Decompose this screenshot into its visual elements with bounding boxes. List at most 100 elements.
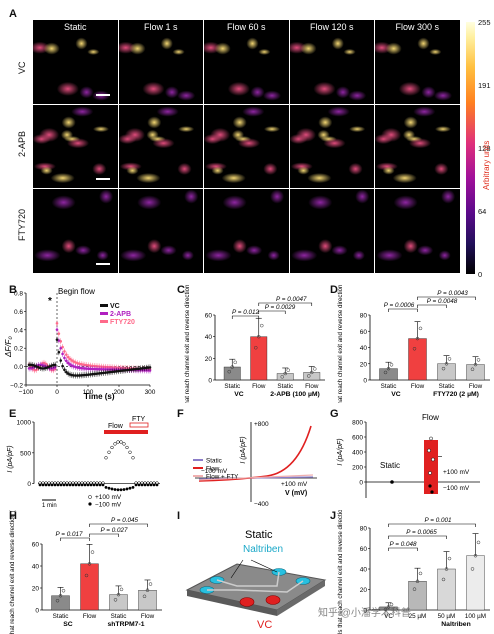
p-value-label: P = 0.048 <box>390 541 417 548</box>
data-point-negative <box>98 483 102 487</box>
legend-label: Static <box>206 458 222 465</box>
bar <box>303 372 321 381</box>
bar-label: Static <box>277 383 293 390</box>
data-point-negative <box>430 490 434 494</box>
data-point-negative <box>125 487 129 491</box>
x-tick-label: 200 <box>114 389 125 396</box>
panel-b-timecourse-chart: 0.8 0.6 0.4 0.2 0.0 −0.2−100 0 100 200 300 VC2-AP… <box>4 287 156 401</box>
colorbar-tick: 191 <box>478 81 491 90</box>
data-point-negative <box>137 483 141 487</box>
panel-j-bar-chart: 0 20 40 60 80 Cells that reach channel exit a… <box>337 510 490 634</box>
data-point <box>283 371 287 376</box>
data-point <box>84 573 89 578</box>
micrograph-tile <box>375 189 460 273</box>
data-point-negative <box>80 483 84 487</box>
legend-label: −100 mV <box>443 485 470 492</box>
panel-h-bar-chart: 0 20 40 60 Cells that reach channel exit and… <box>9 510 162 634</box>
data-point-negative <box>95 483 99 487</box>
bar-label: Flow <box>83 613 97 620</box>
data-point <box>40 367 44 370</box>
legend-label: VC <box>110 303 120 310</box>
bar-label: Flow <box>252 383 266 390</box>
data-point-negative <box>44 483 48 487</box>
data-point <box>61 364 64 368</box>
row-label-1: 2-APB <box>17 131 27 158</box>
data-point <box>386 605 391 609</box>
data-point <box>230 365 234 369</box>
data-point <box>286 368 290 372</box>
data-point-negative <box>68 483 72 487</box>
panel-g-label: G <box>330 408 339 420</box>
legend-marker-negative <box>88 502 92 506</box>
watermark: 知乎 @小潘学术科普 <box>318 608 411 619</box>
legend-label: Flow + FTY <box>206 474 239 481</box>
flow-label: Flow <box>422 413 439 422</box>
y-tick-label: 0.2 <box>14 346 23 353</box>
legend-swatch <box>100 320 108 323</box>
bar <box>138 589 157 611</box>
y-tick-label: 60 <box>360 329 368 336</box>
y-tick-label: 60 <box>32 542 40 549</box>
column-title-0: Static <box>63 22 87 32</box>
micrograph-tile <box>33 104 118 188</box>
data-point <box>444 362 449 366</box>
significance-bracket <box>388 308 418 312</box>
data-point <box>383 607 388 612</box>
data-point-negative <box>62 483 66 487</box>
data-point <box>104 368 107 371</box>
significance-bracket <box>231 315 260 319</box>
bar <box>408 581 427 611</box>
bar-label: 50 µM <box>438 613 456 620</box>
panel-e-current-trace: 1000 500 0 I (pA/pF) Flow FTY 1 min +100 mV−100… <box>7 416 160 508</box>
colorbar-tick: 0 <box>478 270 483 279</box>
x-tick-label: −100 <box>19 389 34 396</box>
vc-label: VC <box>257 619 272 631</box>
y-tick-label: 60 <box>205 313 213 320</box>
data-point <box>310 370 314 375</box>
data-point-negative <box>119 488 123 492</box>
y-tick-label: 0 <box>208 378 212 385</box>
bar <box>437 568 456 611</box>
data-point <box>35 368 38 372</box>
data-point-negative <box>53 483 57 487</box>
panel-f-label: F <box>177 408 184 420</box>
data-point <box>59 346 63 350</box>
micrograph-tile <box>118 189 203 273</box>
bar <box>51 595 70 611</box>
group-label: Naltriben <box>441 621 470 628</box>
y-tick-label: 0.8 <box>14 291 23 298</box>
flow-label: Flow <box>108 423 124 430</box>
p-value-label: P = 0.012 <box>232 309 259 316</box>
bar <box>80 563 99 611</box>
y-tick-label: 500 <box>20 450 31 457</box>
data-point <box>142 594 147 599</box>
data-point <box>119 587 124 592</box>
p-value-label: P = 0.0043 <box>437 290 468 297</box>
y-tick-label: 20 <box>32 586 40 593</box>
time-scale-label: 1 min <box>42 503 57 508</box>
data-point <box>55 328 59 331</box>
y-axis-label: Cells that reach channel exit and revers… <box>337 510 344 634</box>
data-point <box>59 359 63 362</box>
data-point <box>260 323 264 328</box>
data-point-positive <box>107 450 111 454</box>
data-point <box>444 567 449 571</box>
data-point <box>473 362 478 367</box>
data-point <box>116 592 121 597</box>
data-point-negative <box>134 483 138 487</box>
data-point <box>27 367 31 370</box>
data-point <box>91 367 94 371</box>
column-title-4: Flow 300 s <box>395 22 440 32</box>
data-point-positive <box>113 442 117 446</box>
bar <box>408 338 427 381</box>
data-point <box>254 345 258 350</box>
micrograph-tile <box>289 104 374 188</box>
data-point-negative <box>107 486 111 490</box>
data-point-negative <box>113 488 117 491</box>
data-point <box>55 598 60 603</box>
data-point-negative <box>149 483 153 487</box>
data-point <box>447 357 452 361</box>
y-tick-label: 20 <box>205 356 213 363</box>
data-point <box>27 363 31 367</box>
y-tick-label: 60 <box>360 546 368 553</box>
